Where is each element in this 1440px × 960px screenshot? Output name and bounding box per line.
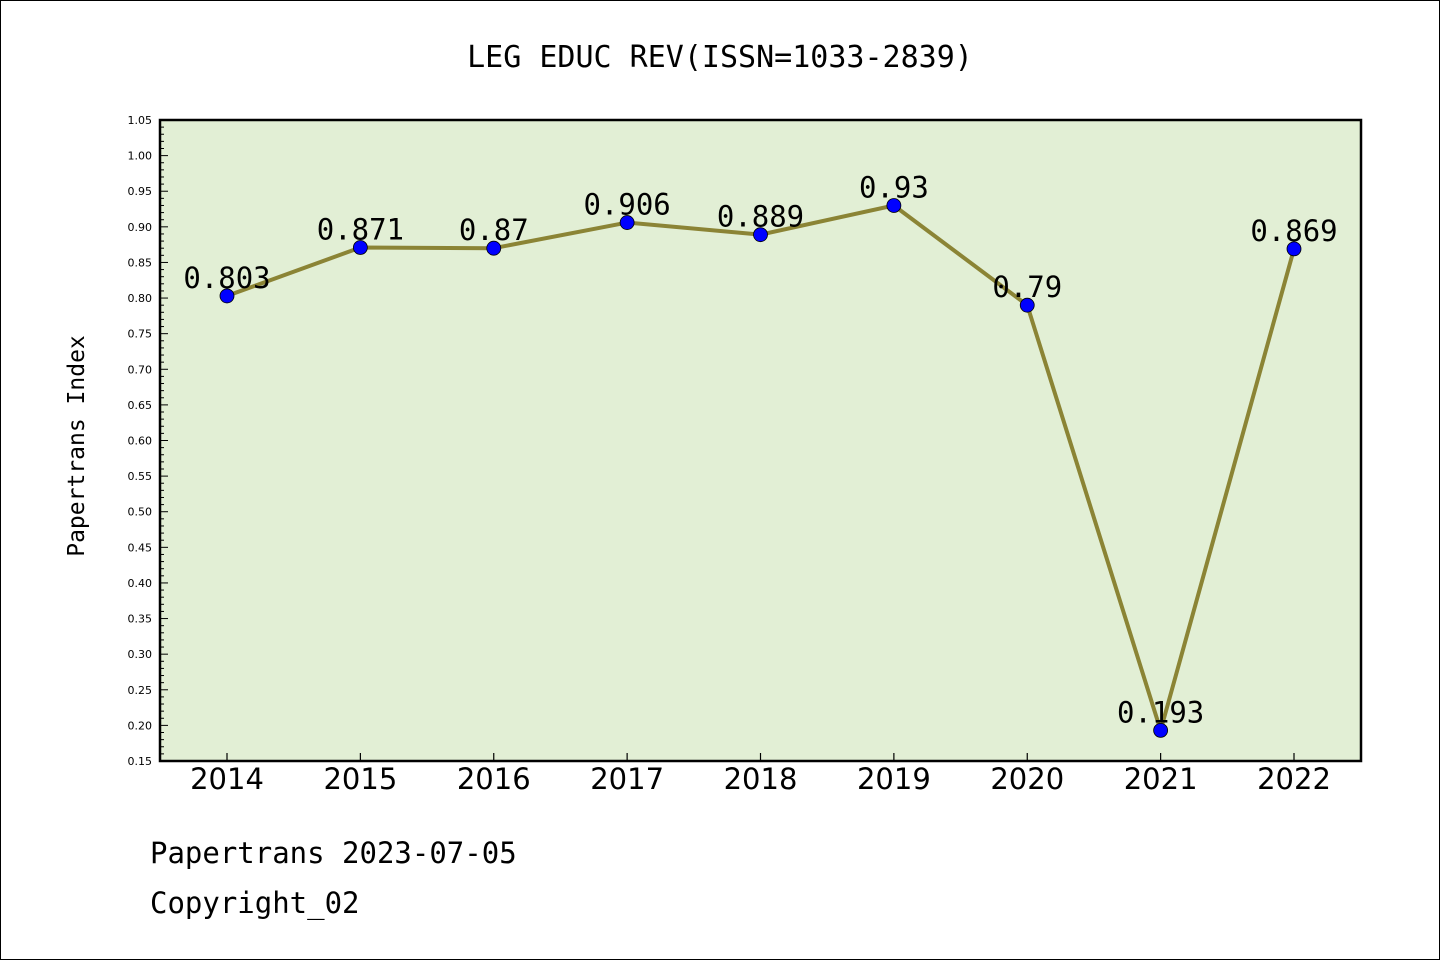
- footer-date: Papertrans 2023-07-05: [150, 836, 517, 870]
- data-label: 0.871: [317, 212, 404, 246]
- series-layer: [219, 198, 1302, 738]
- y-tick-label: 0.55: [128, 470, 153, 483]
- x-tick-label: 2021: [1124, 762, 1198, 796]
- x-tick-label: 2022: [1257, 762, 1331, 796]
- y-axis-ticks: 0.15 0.20 0.25 0.30 0.35 0.40 0.45 0.50 0.55 0.60…: [128, 114, 168, 768]
- y-tick-label: 0.70: [128, 363, 153, 376]
- data-point: [886, 198, 902, 213]
- y-tick-label: 0.90: [128, 221, 153, 234]
- data-label: 0.906: [583, 188, 670, 222]
- data-point: [219, 288, 235, 304]
- data-label: 0.803: [183, 261, 270, 295]
- x-tick-label: 2015: [323, 762, 397, 796]
- x-tick-label: 2017: [590, 762, 664, 796]
- y-tick-label: 0.45: [128, 541, 153, 554]
- data-labels: 0.803 0.871 0.87 0.906 0.889 0.93 0.79 0.193 0.8…: [183, 170, 1337, 729]
- y-tick-label: 0.40: [128, 577, 153, 590]
- y-tick-label: 0.85: [128, 256, 153, 269]
- y-tick-label: 1.00: [128, 150, 153, 163]
- data-point: [352, 240, 368, 255]
- y-tick-label: 0.75: [128, 328, 153, 341]
- plot-area: [158, 118, 1363, 763]
- chart-title: LEG EDUC REV(ISSN=1033-2839): [467, 40, 973, 75]
- x-tick-label: 2020: [990, 762, 1064, 796]
- data-label: 0.79: [992, 270, 1062, 304]
- y-tick-label: 0.20: [128, 719, 153, 732]
- data-point: [753, 227, 768, 243]
- y-tick-label: 0.25: [128, 684, 153, 697]
- y-tick-label: 1.05: [128, 114, 153, 127]
- y-tick-label: 0.50: [128, 506, 153, 519]
- x-tick-label: 2018: [724, 762, 798, 796]
- y-tick-label: 0.60: [128, 435, 153, 448]
- y-tick-label: 0.35: [128, 613, 153, 626]
- footer-copyright: Copyright_02: [150, 886, 360, 920]
- data-point: [486, 240, 502, 256]
- x-tick-label: 2019: [857, 762, 931, 796]
- y-axis-label: Papertrans Index: [64, 335, 90, 557]
- x-axis-ticks: 2014 2015 2016 2017 2018 2019 2020 2021 2022: [190, 753, 1331, 796]
- data-label: 0.193: [1117, 695, 1204, 729]
- x-tick-label: 2014: [190, 762, 264, 796]
- data-label: 0.869: [1250, 214, 1337, 248]
- data-label: 0.93: [859, 170, 929, 204]
- y-tick-label: 0.95: [128, 185, 153, 198]
- data-point: [1153, 722, 1169, 738]
- data-label: 0.889: [717, 200, 804, 234]
- y-tick-label: 0.15: [128, 755, 153, 768]
- x-tick-label: 2016: [457, 762, 531, 796]
- data-point: [1019, 297, 1035, 313]
- data-point: [619, 215, 635, 230]
- data-point: [1286, 241, 1302, 257]
- y-tick-label: 0.65: [128, 399, 153, 412]
- y-tick-label: 0.30: [128, 648, 153, 661]
- y-tick-label: 0.80: [128, 292, 153, 305]
- data-label: 0.87: [459, 213, 529, 247]
